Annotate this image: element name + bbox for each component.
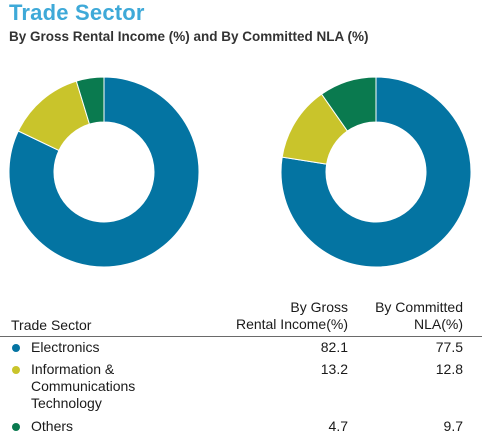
table-row: Electronics 82.1 77.5 (0, 338, 482, 360)
header-nla-line1: By Committed (375, 299, 463, 315)
legend-dot-electronics (12, 344, 20, 352)
row-gri-value: 13.2 (320, 361, 348, 377)
table-header: Trade Sector By Gross Rental Income(%) B… (0, 292, 482, 337)
donut-slice-others (75, 76, 105, 125)
header-nla-line2: NLA(%) (413, 316, 463, 332)
row-gri-value: 4.7 (328, 418, 348, 434)
donut-chart-committed-nla (280, 76, 472, 268)
legend-dot-ict (12, 366, 20, 374)
row-nla-value: 9.7 (443, 418, 463, 434)
row-nla-value: 77.5 (435, 339, 463, 355)
donut-slice-electronics (280, 76, 472, 268)
row-label: Others (31, 418, 74, 434)
header-committed-nla: By Committed NLA(%) (375, 299, 463, 333)
donut-chart-gross-rental-income (8, 76, 200, 268)
row-label: Electronics (31, 339, 100, 355)
trade-sector-table: Trade Sector By Gross Rental Income(%) B… (0, 292, 482, 439)
row-gri-value: 82.1 (320, 339, 348, 355)
row-label: Information & Communications Technology (31, 361, 136, 411)
table-row: Others 4.7 9.7 (0, 417, 482, 439)
page-title: Trade Sector (9, 0, 145, 25)
header-trade-sector: Trade Sector (11, 317, 92, 333)
header-gross-rental-income: By Gross Rental Income(%) (236, 299, 348, 333)
donut-slice-electronics (8, 76, 200, 268)
row-nla-value: 12.8 (435, 361, 463, 377)
donut-slice-others (320, 76, 377, 132)
page-subtitle: By Gross Rental Income (%) and By Commit… (9, 29, 369, 44)
header-gri-line2: Rental Income(%) (235, 316, 348, 332)
legend-dot-others (12, 423, 20, 431)
header-gri-line1: By Gross (290, 299, 348, 315)
table-row: Information & Communications Technology … (0, 360, 482, 417)
